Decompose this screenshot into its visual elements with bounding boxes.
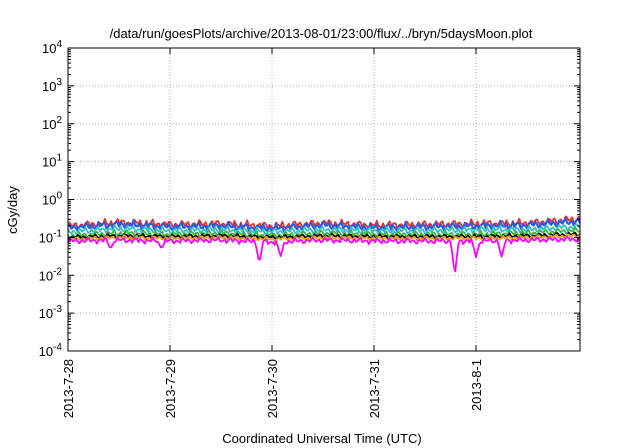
x-tick-label: 2013-7-28	[61, 359, 76, 418]
x-axis-label: Coordinated Universal Time (UTC)	[222, 431, 421, 446]
y-tick-label: 10-2	[39, 266, 63, 283]
series-layer	[67, 215, 582, 273]
y-tick-label: 10-1	[39, 228, 63, 245]
y-tick-label: 102	[42, 115, 62, 132]
x-tick-label: 2013-8-1	[469, 359, 484, 411]
series-line	[67, 217, 582, 233]
y-tick-label: 100	[42, 191, 62, 208]
chart-title: /data/run/goesPlots/archive/2013-08-01/2…	[110, 26, 533, 41]
y-tick-label: 10-3	[39, 304, 63, 321]
y-tick-label: 10-4	[39, 342, 63, 359]
y-axis-ticks: 10-4 10-3 10-2 10-1 100 101 102 103 104	[39, 39, 580, 359]
series-line	[67, 215, 581, 231]
x-axis-ticks: 2013-7-28 2013-7-29 2013-7-30 2013-7-31 2013…	[61, 48, 484, 418]
y-tick-label: 101	[42, 153, 62, 170]
x-tick-label: 2013-7-31	[367, 359, 382, 418]
y-tick-label: 104	[42, 39, 62, 56]
y-tick-label: 103	[42, 77, 62, 94]
x-tick-label: 2013-7-30	[265, 359, 280, 418]
series-line	[67, 235, 581, 273]
series-line	[67, 223, 581, 236]
x-tick-label: 2013-7-29	[163, 359, 178, 418]
y-axis-label: cGy/day	[5, 186, 20, 234]
